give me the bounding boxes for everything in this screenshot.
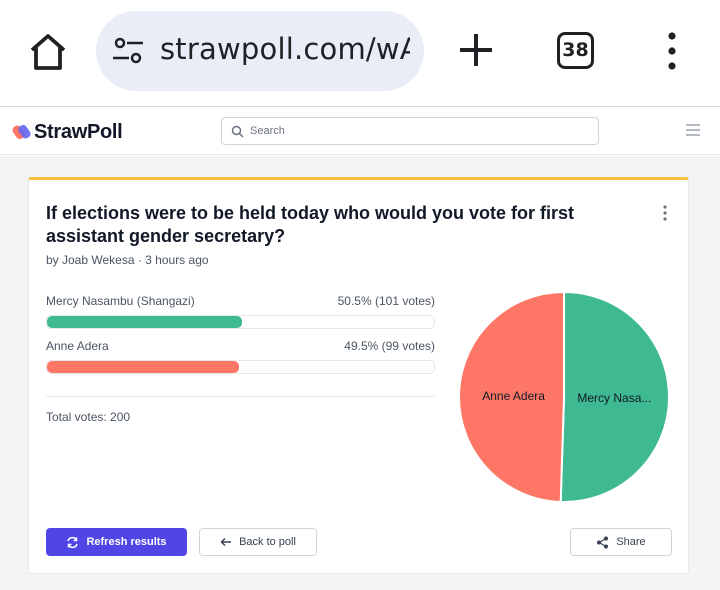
poll-options-icon[interactable] xyxy=(662,205,668,221)
share-label: Share xyxy=(616,536,646,548)
option-result: 50.5% (101 votes) xyxy=(337,294,435,308)
poll-title: If elections were to be held today who w… xyxy=(46,203,575,246)
search-icon xyxy=(231,125,244,138)
refresh-results-label: Refresh results xyxy=(86,536,167,548)
result-bar xyxy=(46,360,435,374)
address-bar[interactable]: strawpoll.com/wAg xyxy=(96,11,424,91)
option-name: Mercy Nasambu (Shangazi) xyxy=(46,294,195,308)
share-icon xyxy=(597,536,609,548)
pie-slice xyxy=(458,290,565,503)
new-tab-icon[interactable] xyxy=(456,30,496,70)
result-option: Anne Adera 49.5% (99 votes) xyxy=(46,339,435,374)
option-result: 49.5% (99 votes) xyxy=(344,339,435,353)
results-pie-chart: Mercy Nasa... Anne Adera xyxy=(458,290,670,503)
total-votes: Total votes: 200 xyxy=(46,410,131,424)
strawpoll-logo[interactable]: StrawPoll xyxy=(12,120,123,144)
share-button[interactable]: Share xyxy=(570,528,672,556)
home-icon[interactable] xyxy=(26,30,70,74)
url-text[interactable]: strawpoll.com/wAg xyxy=(160,32,410,66)
arrow-left-icon xyxy=(220,538,232,546)
pie-slice-label: Anne Adera xyxy=(482,389,545,403)
result-option: Mercy Nasambu (Shangazi) 50.5% (101 vote… xyxy=(46,294,435,329)
back-to-poll-label: Back to poll xyxy=(239,536,296,548)
result-bar-fill xyxy=(47,316,243,328)
poll-byline: by Joab Wekesa · 3 hours ago xyxy=(46,253,209,267)
refresh-results-button[interactable]: Refresh results xyxy=(46,528,187,556)
search-input[interactable] xyxy=(250,121,590,141)
tab-switcher-button[interactable]: 38 xyxy=(557,32,594,69)
refresh-icon xyxy=(67,536,79,548)
search-box[interactable] xyxy=(221,117,599,145)
pie-slice xyxy=(559,290,670,503)
result-bar xyxy=(46,315,435,329)
poll-results-card: If elections were to be held today who w… xyxy=(28,177,689,574)
browser-menu-icon[interactable] xyxy=(660,32,684,70)
divider xyxy=(46,396,435,397)
strawpoll-logo-icon xyxy=(12,124,31,140)
hamburger-menu-icon[interactable] xyxy=(686,124,700,136)
site-settings-icon[interactable] xyxy=(112,37,144,65)
back-to-poll-button[interactable]: Back to poll xyxy=(199,528,317,556)
option-name: Anne Adera xyxy=(46,339,109,353)
logo-text: StrawPoll xyxy=(34,120,123,143)
result-bar-fill xyxy=(47,361,239,373)
pie-slice-label: Mercy Nasa... xyxy=(577,391,651,405)
site-header: StrawPoll xyxy=(0,108,720,155)
browser-toolbar: strawpoll.com/wAg 38 xyxy=(0,0,720,107)
